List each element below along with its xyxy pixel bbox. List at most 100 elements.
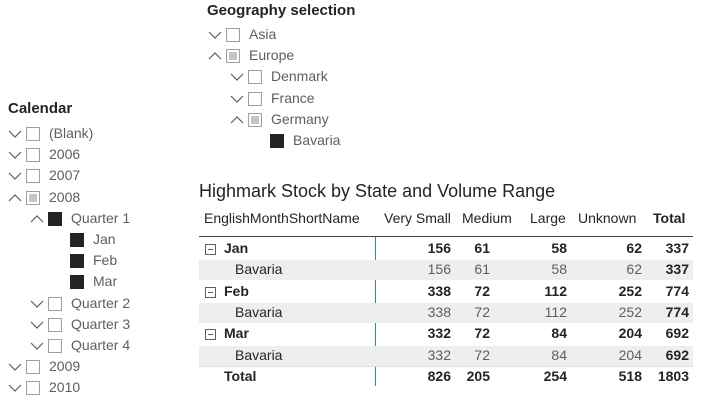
checkbox[interactable] <box>48 296 62 311</box>
item-label[interactable]: Germany <box>271 110 329 127</box>
item-label[interactable]: (Blank) <box>49 125 94 141</box>
column-header: Large <box>530 210 566 226</box>
cell-value: 61 <box>474 261 490 278</box>
checkbox[interactable] <box>48 339 62 353</box>
cell-value: 332 <box>427 346 451 363</box>
checkbox[interactable] <box>70 254 84 269</box>
expand-chevron[interactable] <box>8 383 22 393</box>
row-band <box>199 302 693 323</box>
minus <box>208 334 213 336</box>
item-label[interactable]: 2007 <box>49 167 81 184</box>
minus <box>208 291 213 293</box>
collapse-toggle[interactable] <box>205 286 216 298</box>
expand-chevron[interactable] <box>30 320 44 330</box>
item-label[interactable]: 2009 <box>49 358 81 375</box>
expand-chevron[interactable] <box>208 51 222 61</box>
checkbox[interactable] <box>26 169 40 184</box>
cell-value: 84 <box>551 346 567 363</box>
checkbox[interactable] <box>26 190 40 205</box>
expand-chevron[interactable] <box>30 341 44 351</box>
cell-value: 252 <box>618 282 642 299</box>
checkbox[interactable] <box>248 112 262 127</box>
item-label[interactable]: Feb <box>93 252 118 269</box>
cell-value: 156 <box>427 240 451 256</box>
expand-chevron[interactable] <box>30 214 44 224</box>
item-label[interactable]: Asia <box>249 26 277 42</box>
cell-value: 337 <box>665 240 689 256</box>
expand-chevron[interactable] <box>8 150 22 160</box>
cell-value: 72 <box>474 325 490 342</box>
checkbox[interactable] <box>26 148 40 163</box>
cell-value: 156 <box>427 261 451 278</box>
checkbox[interactable] <box>48 211 62 226</box>
item-label[interactable]: Quarter 3 <box>71 315 131 332</box>
cell-value: 72 <box>474 346 490 363</box>
header-rule <box>199 236 693 237</box>
checkbox[interactable] <box>70 275 84 290</box>
checkbox[interactable] <box>26 381 40 396</box>
cell-value: 84 <box>551 325 567 342</box>
minus <box>208 249 213 250</box>
item-label[interactable]: 2006 <box>49 146 81 163</box>
column-header: EnglishMonthShortName <box>204 210 360 226</box>
cell-value: 774 <box>665 303 689 320</box>
cell-value: 112 <box>544 303 567 320</box>
expand-chevron[interactable] <box>230 115 244 125</box>
item-label[interactable]: Mar <box>93 273 118 290</box>
cell-value: 692 <box>665 325 689 342</box>
checkbox[interactable] <box>26 127 40 141</box>
row-band <box>199 345 693 366</box>
cell-value: 112 <box>544 282 567 299</box>
collapse-toggle[interactable] <box>205 244 216 255</box>
item-label[interactable]: Quarter 4 <box>71 337 131 353</box>
column-header: Medium <box>462 210 512 226</box>
checkbox[interactable] <box>226 49 240 64</box>
partial-mark <box>251 115 259 124</box>
checkbox[interactable] <box>248 91 262 106</box>
partial-mark <box>229 52 237 61</box>
cell-value: 204 <box>618 325 642 342</box>
cell-value: 337 <box>665 261 689 278</box>
checkbox[interactable] <box>70 233 84 247</box>
item-label[interactable]: Bavaria <box>293 132 341 148</box>
total-rule <box>199 365 693 367</box>
cell-value: 62 <box>626 261 642 278</box>
checkbox[interactable] <box>270 134 284 148</box>
collapse-toggle[interactable] <box>205 329 216 341</box>
row-label: Bavaria <box>235 303 283 320</box>
column-header: Total <box>653 210 686 226</box>
item-label[interactable]: Europe <box>249 47 295 64</box>
item-label[interactable]: Quarter 1 <box>71 209 131 226</box>
cell-value: 204 <box>618 346 642 363</box>
expand-chevron[interactable] <box>230 72 244 82</box>
item-label[interactable]: Denmark <box>271 68 328 85</box>
expand-chevron[interactable] <box>8 362 22 372</box>
expand-chevron[interactable] <box>30 299 44 309</box>
row-label: Feb <box>224 282 249 299</box>
slicer-title: Calendar <box>8 100 73 117</box>
checkbox[interactable] <box>226 28 240 42</box>
expand-chevron[interactable] <box>8 129 22 139</box>
item-label[interactable]: Quarter 2 <box>71 294 131 311</box>
cell-value: 774 <box>665 282 689 299</box>
checkbox[interactable] <box>48 317 62 332</box>
item-label[interactable]: Jan <box>93 231 116 247</box>
cell-value: 692 <box>665 346 689 363</box>
checkbox[interactable] <box>26 360 40 375</box>
cell-value: 1803 <box>657 367 689 384</box>
expand-chevron[interactable] <box>230 94 244 104</box>
column-header: Unknown <box>578 210 637 226</box>
row-label: Mar <box>224 325 249 342</box>
column-header: Very Small <box>384 210 451 226</box>
expand-chevron[interactable] <box>8 171 22 181</box>
checkbox[interactable] <box>248 70 262 85</box>
expand-chevron[interactable] <box>208 30 222 40</box>
item-label[interactable]: 2010 <box>49 379 81 396</box>
cell-value: 58 <box>551 261 567 278</box>
cell-value: 332 <box>427 325 451 342</box>
item-label[interactable]: 2008 <box>49 188 81 205</box>
expand-chevron[interactable] <box>8 193 22 203</box>
cell-value: 58 <box>551 240 567 256</box>
item-label[interactable]: France <box>271 89 315 106</box>
